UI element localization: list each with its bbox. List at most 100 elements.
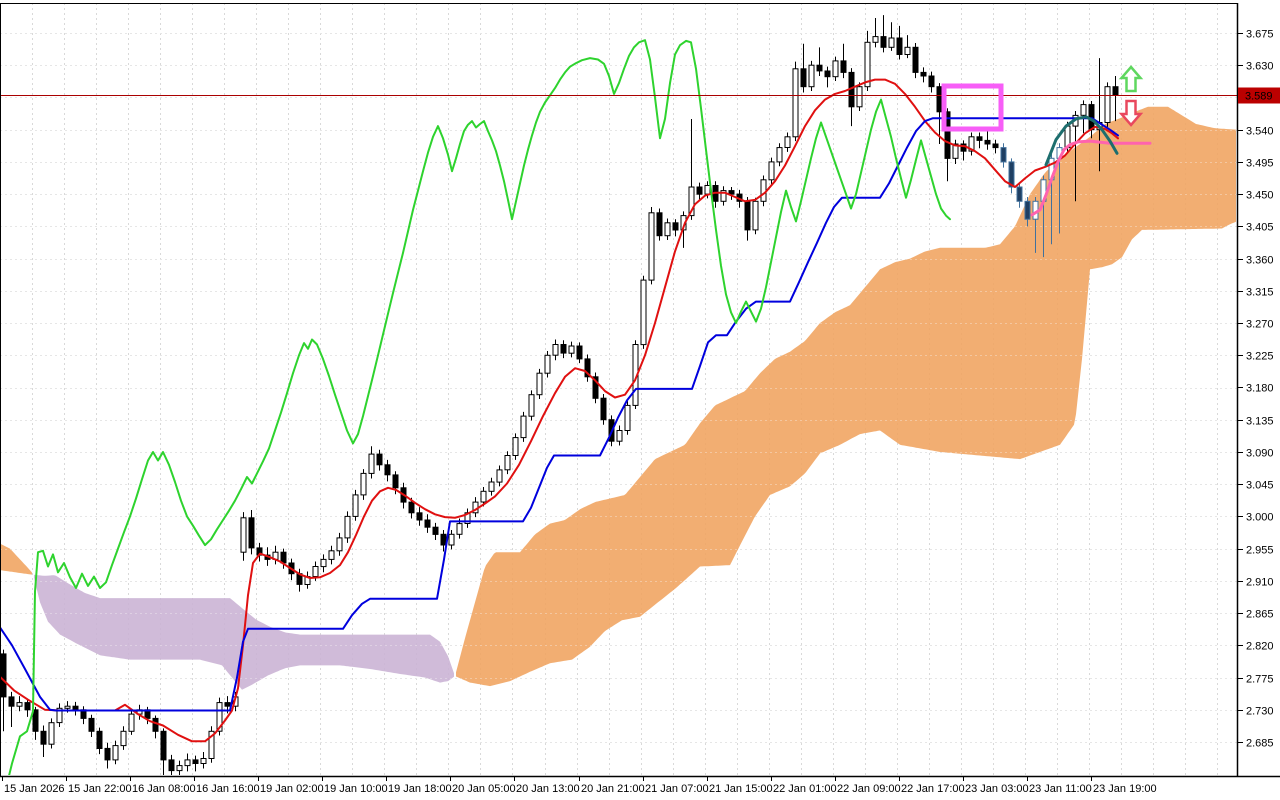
candle-bullish <box>504 455 511 471</box>
candle-bullish <box>56 707 63 724</box>
price-axis-label: 2.730 <box>1246 706 1274 718</box>
time-axis-label: 22 Jan 17:00 <box>901 783 965 795</box>
candle-bullish <box>760 179 767 202</box>
time-axis-label: 23 Jan 03:00 <box>965 783 1029 795</box>
price-axis-label: 3.090 <box>1246 448 1274 460</box>
candle-bearish <box>160 730 167 761</box>
highlight-rectangle[interactable] <box>941 83 1004 132</box>
time-axis-label: 20 Jan 21:00 <box>581 783 645 795</box>
kijun-sen-line <box>1 117 1119 712</box>
price-axis-background <box>1238 0 1280 800</box>
candle-bearish <box>672 222 679 231</box>
candle-bullish <box>448 533 455 546</box>
candle-bullish <box>496 469 503 483</box>
price-axis-label: 3.405 <box>1246 222 1274 234</box>
price-axis-label: 2.775 <box>1246 674 1274 686</box>
candle-bullish <box>520 415 527 439</box>
candle-bearish <box>72 705 79 711</box>
price-axis-label: 3.000 <box>1246 512 1274 524</box>
candle-bullish <box>952 143 959 159</box>
candle-bullish <box>488 481 495 492</box>
candle-bearish <box>1112 86 1119 96</box>
candle-bearish <box>656 212 663 237</box>
candle-bearish <box>248 517 255 549</box>
time-axis[interactable]: 15 Jan 2026 15 Jan 22:00 16 Jan 08:00 16 Ja… <box>0 775 1280 800</box>
cloud-bullish-region <box>456 106 1236 687</box>
candle-bullish <box>768 161 775 181</box>
grid-overlay <box>1 33 1237 743</box>
candle-bearish <box>984 139 991 145</box>
price-axis-label: 2.910 <box>1246 577 1274 589</box>
time-axis-label: 16 Jan 08:00 <box>132 783 196 795</box>
candle-bullish <box>704 185 711 195</box>
candle-bearish <box>424 519 431 528</box>
time-axis-background <box>0 777 1280 800</box>
plot-area[interactable] <box>0 3 1237 792</box>
candle-bullish <box>776 147 783 163</box>
candle-bearish <box>376 453 383 466</box>
time-axis-label: 22 Jan 01:00 <box>773 783 837 795</box>
candle-bearish <box>576 345 583 360</box>
price-axis-label: 2.685 <box>1246 738 1274 750</box>
candle-bearish <box>224 702 231 707</box>
candle-bearish <box>816 64 823 72</box>
time-axis-label: 21 Jan 15:00 <box>709 783 773 795</box>
candle-bearish <box>584 358 591 378</box>
candle-bullish <box>1104 86 1111 123</box>
candle-bearish <box>152 717 159 732</box>
price-axis-label: 3.630 <box>1246 61 1274 73</box>
candle-bearish <box>8 696 15 707</box>
candle-bearish <box>912 46 919 73</box>
candle-bearish <box>560 344 567 354</box>
buy-signal-arrow-icon[interactable] <box>1118 65 1144 93</box>
price-axis[interactable]: 3.6753.6303.5853.5403.4953.4503.4053.360… <box>1236 0 1280 800</box>
candle-bullish <box>336 537 343 552</box>
candle-bearish <box>944 111 951 159</box>
price-axis-label: 3.045 <box>1246 480 1274 492</box>
time-axis-label: 23 Jan 19:00 <box>1093 783 1157 795</box>
candle-bullish <box>344 515 351 539</box>
candle-bullish <box>968 136 975 152</box>
candle-bearish <box>696 186 703 195</box>
time-axis-label: 19 Jan 18:00 <box>388 783 452 795</box>
candle-bullish <box>752 200 759 231</box>
candle-bullish <box>568 345 575 354</box>
time-axis-label: 15 Jan 2026 <box>4 783 65 795</box>
time-axis-label: 23 Jan 11:00 <box>1029 783 1092 795</box>
candle-bullish <box>640 279 647 346</box>
current-price-tag <box>1238 87 1280 104</box>
candle-bearish <box>32 709 39 732</box>
price-axis-label: 2.865 <box>1246 609 1274 621</box>
overlay-line-green <box>8 39 951 775</box>
price-axis-label: 3.360 <box>1246 255 1274 267</box>
candle-bearish <box>992 143 999 149</box>
candle-bullish <box>216 702 223 732</box>
time-axis-label: 19 Jan 10:00 <box>324 783 388 795</box>
candle-bullish <box>320 558 327 568</box>
time-axis-label: 19 Jan 02:00 <box>260 783 324 795</box>
candle-bearish <box>1016 186 1023 202</box>
candle-bullish <box>112 745 119 761</box>
current-price-label: 3.589 <box>1245 91 1273 103</box>
candle-bearish <box>744 200 751 231</box>
candle-bearish <box>928 75 935 88</box>
candle-bearish <box>408 501 415 514</box>
time-axis-label: 22 Jan 09:00 <box>837 783 901 795</box>
candle-bullish <box>128 713 135 732</box>
price-axis-label: 3.135 <box>1246 416 1274 428</box>
candle-bearish <box>432 526 439 535</box>
candle-bearish <box>168 759 175 772</box>
price-axis-label: 3.225 <box>1246 351 1274 363</box>
candle-bullish <box>120 730 127 747</box>
price-axis-label: 3.450 <box>1246 190 1274 202</box>
overlay-line-teal <box>1044 115 1119 167</box>
candle-bearish <box>600 397 607 421</box>
candle-bearish <box>416 512 423 521</box>
sell-signal-arrow-icon[interactable] <box>1118 99 1144 127</box>
price-axis-label: 3.495 <box>1246 158 1274 170</box>
candle-bullish <box>664 222 671 237</box>
candle-bearish <box>896 37 903 55</box>
candle-bearish <box>24 702 31 711</box>
